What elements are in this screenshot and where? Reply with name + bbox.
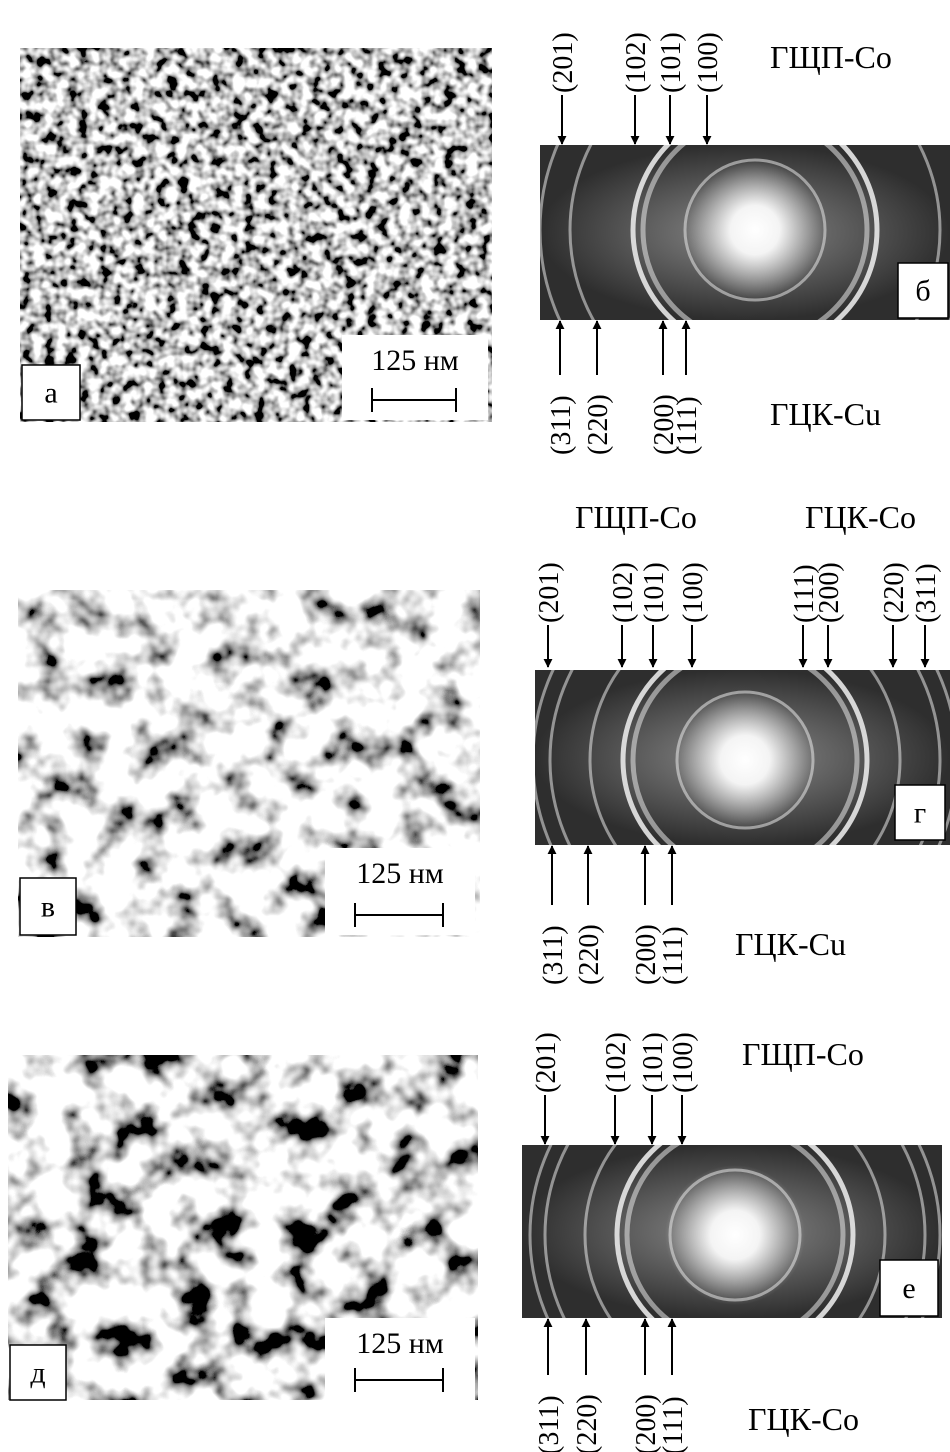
phase-label: ГЦК-Co bbox=[805, 499, 916, 535]
panel-label: б bbox=[915, 275, 930, 308]
reflection-label: (220) bbox=[572, 1394, 603, 1452]
scale-text: 125 нм bbox=[356, 1327, 444, 1360]
reflection-label: (100) bbox=[693, 32, 724, 93]
panel-label: е bbox=[902, 1272, 915, 1305]
reflection-label: (102) bbox=[621, 32, 652, 93]
reflection-label: (101) bbox=[638, 1032, 669, 1093]
panel-label: в bbox=[41, 891, 55, 924]
phase-label: ГЩП-Co bbox=[575, 499, 697, 535]
reflection-label: (311) bbox=[911, 563, 942, 623]
reflection-label: (311) bbox=[534, 1395, 565, 1452]
reflection-label: (201) bbox=[531, 1032, 562, 1093]
reflection-label: (102) bbox=[608, 562, 639, 623]
reflection-label: (220) bbox=[574, 924, 605, 985]
figure: а125 нмбГЩП-Co(201)(102)(101)(100)ГЦК-Cu… bbox=[0, 0, 950, 1452]
central-spot bbox=[685, 160, 825, 300]
reflection-label: (311) bbox=[546, 395, 577, 455]
reflection-label: (220) bbox=[879, 562, 910, 623]
central-spot bbox=[665, 1165, 805, 1305]
reflection-label: (111) bbox=[658, 1396, 689, 1452]
phase-label: ГЦК-Co bbox=[748, 1401, 859, 1437]
reflection-label: (200) bbox=[814, 562, 845, 623]
phase-label: ГЩП-Co bbox=[742, 1036, 864, 1072]
reflection-label: (111) bbox=[672, 396, 703, 455]
diffraction-pattern bbox=[522, 1030, 942, 1440]
panel-label: д bbox=[30, 1357, 45, 1390]
phase-label: ГЦК-Cu bbox=[735, 926, 846, 962]
reflection-label: (100) bbox=[668, 1032, 699, 1093]
reflection-label: (101) bbox=[639, 562, 670, 623]
reflection-label: (311) bbox=[538, 925, 569, 985]
panel-label: г bbox=[914, 797, 926, 830]
central-spot bbox=[675, 690, 815, 830]
reflection-label: (201) bbox=[548, 32, 579, 93]
reflection-label: (100) bbox=[678, 562, 709, 623]
reflection-label: (220) bbox=[583, 394, 614, 455]
reflection-label: (101) bbox=[656, 32, 687, 93]
panel-label: а bbox=[44, 377, 57, 410]
diffraction-pattern bbox=[540, 15, 950, 445]
scale-text: 125 нм bbox=[356, 857, 444, 890]
reflection-label: (102) bbox=[601, 1032, 632, 1093]
reflection-label: (201) bbox=[534, 562, 565, 623]
scale-text: 125 нм bbox=[371, 344, 459, 377]
phase-label: ГЩП-Co bbox=[770, 39, 892, 75]
reflection-label: (111) bbox=[658, 926, 689, 985]
phase-label: ГЦК-Cu bbox=[770, 396, 881, 432]
